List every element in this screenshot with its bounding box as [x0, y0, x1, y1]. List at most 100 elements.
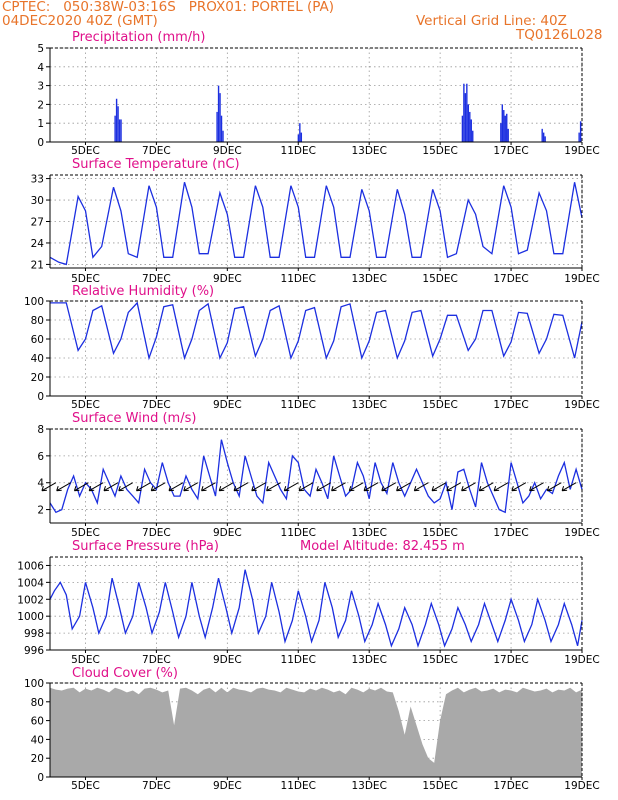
wind-arrow	[233, 482, 249, 492]
y-tick-label: 1004	[17, 577, 44, 589]
wind-arrow	[56, 482, 71, 492]
cloud-cover-area	[50, 687, 582, 777]
x-tick-label: 19DEC	[564, 145, 599, 157]
y-tick-label: 4	[37, 62, 44, 74]
wind-arrow-head	[331, 486, 337, 492]
panel-title: Cloud Cover (%)	[72, 666, 178, 681]
precip-bar	[501, 104, 503, 142]
panel-0: 0 1 2 3 4 5 5DEC 7DEC 9DEC 11DEC 13DEC 15DEC 17DEC 19…	[37, 30, 599, 157]
x-tick-label: 15DEC	[422, 399, 457, 411]
precip-bar	[507, 128, 509, 142]
precip-bar	[466, 83, 468, 142]
wind-arrow	[547, 482, 562, 492]
y-tick-label: 0	[37, 137, 44, 149]
x-tick-label: 13DEC	[351, 145, 386, 157]
y-tick-label: 5	[37, 43, 44, 55]
y-tick-label: 3	[37, 81, 44, 93]
wind-arrow	[168, 482, 184, 492]
x-tick-label: 5DEC	[71, 780, 100, 792]
wind-arrow	[151, 482, 166, 492]
x-tick-label: 19DEC	[564, 780, 599, 792]
y-tick-label: 40	[31, 734, 44, 746]
precip-bar	[469, 111, 471, 142]
precip-bar	[114, 115, 116, 142]
x-tick-label: 15DEC	[422, 780, 457, 792]
y-tick-label: 2	[37, 505, 44, 517]
precip-bar	[503, 110, 505, 142]
panel-1: 21 24 27 30 33 5DEC 7DEC 9DEC 11DEC 13DEC 15DEC 17D…	[31, 157, 600, 285]
precip-bar	[506, 113, 508, 142]
x-tick-label: 15DEC	[422, 654, 457, 666]
x-tick-label: 17DEC	[493, 654, 528, 666]
precip-bar	[219, 93, 221, 142]
precip-bar	[464, 93, 467, 142]
precip-bar	[500, 123, 502, 142]
wind-arrow	[381, 482, 397, 492]
wind-arrow	[511, 482, 527, 492]
header-grid-note: Vertical Grid Line: 40Z	[416, 13, 567, 29]
x-tick-label: 17DEC	[493, 780, 528, 792]
wind-arrow	[349, 482, 364, 492]
y-tick-label: 2	[37, 99, 44, 111]
wind-arrow	[218, 482, 234, 492]
y-tick-label: 4	[37, 478, 44, 490]
wind-arrow	[74, 482, 89, 492]
wind-arrow-head	[396, 486, 402, 492]
x-tick-label: 19DEC	[564, 273, 599, 285]
y-tick-label: 20	[31, 753, 44, 765]
y-tick-label: 33	[31, 174, 44, 186]
header-run: 04DEC2020 40Z (GMT)	[2, 13, 158, 29]
wind-arrow	[493, 482, 509, 492]
y-tick-label: 0	[37, 772, 44, 784]
wind-arrow	[183, 482, 199, 492]
x-tick-label: 13DEC	[351, 399, 386, 411]
wind-arrow	[331, 482, 346, 492]
wind-arrow	[316, 482, 332, 492]
series-line	[49, 182, 583, 266]
y-tick-label: 20	[31, 372, 44, 384]
precip-bar	[115, 98, 118, 142]
panel-5: 0 20 40 60 80 100 5DEC 7DEC 9DEC 11DEC 13DEC 15DEC 1…	[24, 666, 600, 792]
wind-arrow-head	[88, 486, 95, 492]
precip-bar	[300, 132, 303, 142]
x-tick-label: 5DEC	[71, 654, 100, 666]
wind-arrow	[431, 482, 447, 492]
wind-arrow-head	[298, 486, 305, 492]
precip-bar	[217, 85, 220, 142]
x-tick-label: 11DEC	[281, 527, 316, 539]
wind-arrow	[103, 482, 119, 492]
precip-bar	[299, 123, 301, 142]
x-tick-label: 7DEC	[142, 654, 171, 666]
wind-arrow-head	[168, 486, 175, 492]
precip-bar	[120, 119, 122, 142]
x-tick-label: 5DEC	[71, 273, 100, 285]
x-tick-label: 9DEC	[213, 527, 242, 539]
wind-arrow-head	[251, 486, 257, 492]
panel-subtitle: Model Altitude: 82.455 m	[300, 539, 465, 554]
wind-arrow-head	[546, 486, 553, 492]
wind-arrow-head	[73, 486, 80, 492]
y-tick-label: 1006	[17, 560, 44, 572]
x-tick-label: 19DEC	[564, 527, 599, 539]
precip-bar	[472, 130, 474, 142]
panel-title: Surface Pressure (hPa)	[72, 539, 219, 554]
precip-bar	[504, 115, 506, 142]
x-tick-label: 9DEC	[213, 654, 242, 666]
y-tick-label: 80	[31, 697, 44, 709]
x-tick-label: 9DEC	[213, 399, 242, 411]
x-tick-label: 15DEC	[422, 527, 457, 539]
wind-arrow-head	[446, 486, 452, 492]
precip-bar	[463, 83, 465, 142]
wind-arrow-head	[493, 486, 500, 492]
wind-arrow-head	[529, 486, 535, 492]
x-tick-label: 9DEC	[213, 145, 242, 157]
wind-arrow	[479, 482, 494, 492]
wind-arrow	[251, 482, 267, 492]
x-tick-label: 13DEC	[351, 273, 386, 285]
wind-arrow-head	[363, 486, 370, 492]
precip-bar	[467, 104, 470, 142]
x-tick-label: 5DEC	[71, 527, 100, 539]
y-tick-label: 1000	[17, 611, 44, 623]
wind-arrow	[461, 482, 476, 492]
wind-arrow-head	[381, 486, 387, 492]
